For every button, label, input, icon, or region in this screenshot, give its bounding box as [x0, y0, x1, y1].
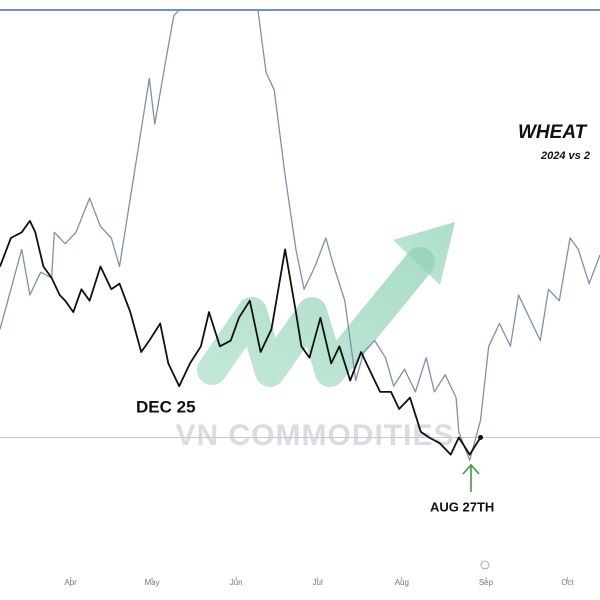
- x-tick-label: Aug: [395, 578, 409, 587]
- annotation-arrow: [462, 463, 480, 492]
- end-point: [478, 435, 484, 440]
- x-tick-label: Jul: [313, 578, 323, 587]
- x-tick-label: Jun: [230, 578, 243, 587]
- annotation: AUG 27TH: [430, 499, 494, 514]
- watermark-logo: [197, 222, 455, 387]
- plot-area: [0, 11, 600, 461]
- annotation: DEC 25: [136, 397, 196, 416]
- series-line: [0, 220, 482, 456]
- series-line: [0, 11, 600, 461]
- x-tick-label: May: [144, 578, 159, 587]
- x-tick-label: Oct: [561, 578, 574, 587]
- watermark: VN COMMODITIES: [175, 419, 454, 452]
- chart-subtitle: 2024 vs 2: [540, 150, 590, 162]
- chart-title: WHEAT: [518, 122, 588, 143]
- icon: [480, 560, 490, 570]
- x-tick-label: Apr: [64, 578, 77, 587]
- x-tick-label: Sep: [479, 578, 494, 587]
